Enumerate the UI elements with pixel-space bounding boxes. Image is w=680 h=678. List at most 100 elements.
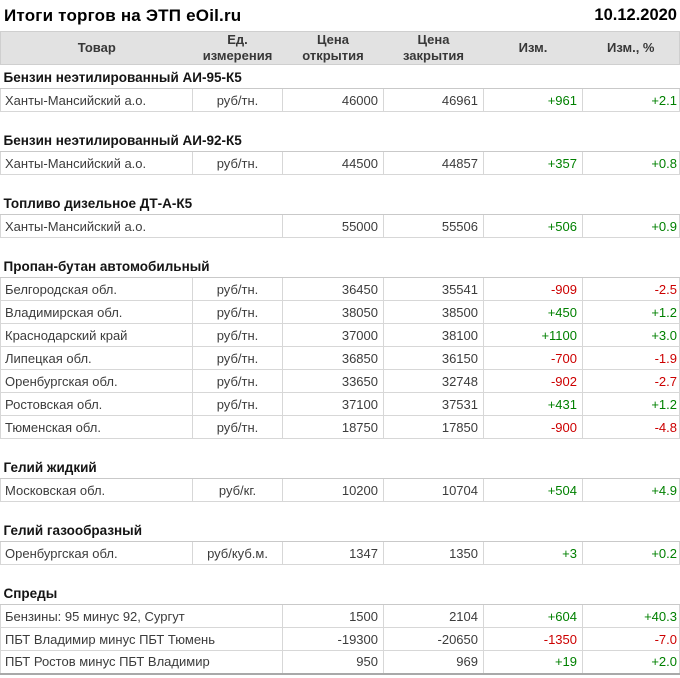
change-pct-cell: -2.5	[582, 277, 680, 301]
section-header-row: Топливо дизельное ДТ-А-К5	[0, 194, 680, 215]
change-cell: -700	[483, 346, 583, 370]
unit-cell: руб/куб.м.	[192, 541, 283, 565]
change-cell: -1350	[483, 627, 583, 651]
change-cell: -902	[483, 369, 583, 393]
open-price-cell: 37100	[282, 392, 384, 416]
open-price-cell: 36450	[282, 277, 384, 301]
close-price-cell: 44857	[383, 151, 484, 175]
change-pct-cell: +3.0	[582, 323, 680, 347]
change-pct-cell: +0.9	[582, 214, 680, 238]
close-price-cell: 10704	[383, 478, 484, 502]
section-title: Бензин неэтилированный АИ-92-К5	[0, 131, 680, 152]
change-pct-cell: +4.9	[582, 478, 680, 502]
col-header-close: Цена закрытия	[383, 31, 484, 65]
section-gap-cell	[1, 112, 680, 132]
unit-cell: руб/тн.	[192, 346, 283, 370]
section-gap	[1, 502, 680, 522]
table-row: Ханты-Мансийский а.о. руб/тн. 46000 46961 +9…	[0, 88, 680, 112]
close-price-cell: 46961	[383, 88, 484, 112]
close-price-cell: 37531	[383, 392, 484, 416]
col-header-change: Изм.	[483, 31, 583, 65]
table-header: Товар Ед. измерения Цена открытия Цена з…	[0, 31, 680, 65]
change-cell: +604	[483, 604, 583, 628]
change-cell: +3	[483, 541, 583, 565]
table-row: Бензины: 95 минус 92, Сургут 1500 2104 +604…	[0, 604, 680, 628]
change-pct-cell: +1.2	[582, 392, 680, 416]
product-region-cell: ПБТ Владимир минус ПБТ Тюмень	[0, 627, 283, 651]
close-price-cell: 969	[383, 650, 484, 675]
close-price-cell: 17850	[383, 415, 484, 439]
section-header-row: Гелий газообразный	[0, 521, 680, 542]
open-price-cell: 18750	[282, 415, 384, 439]
col-header-open: Цена открытия	[282, 31, 384, 65]
table-row: Оренбургская обл. руб/куб.м. 1347 1350 +3 +0.…	[0, 541, 680, 565]
close-price-cell: 2104	[383, 604, 484, 628]
col-header-product: Товар	[0, 31, 193, 65]
section-header-row: Пропан-бутан автомобильный	[0, 257, 680, 278]
close-price-cell: -20650	[383, 627, 484, 651]
product-region-cell: Ростовская обл.	[0, 392, 193, 416]
product-region-cell: Ханты-Мансийский а.о.	[0, 88, 193, 112]
section-header-row: Спреды	[0, 584, 680, 605]
section-gap-cell	[1, 565, 680, 585]
unit-cell: руб/тн.	[192, 88, 283, 112]
section-title: Пропан-бутан автомобильный	[0, 257, 680, 278]
close-price-cell: 35541	[383, 277, 484, 301]
change-pct-cell: -4.8	[582, 415, 680, 439]
open-price-cell: 55000	[282, 214, 384, 238]
close-price-cell: 36150	[383, 346, 484, 370]
section-gap-cell	[1, 175, 680, 195]
product-region-cell: Ханты-Мансийский а.о.	[0, 214, 283, 238]
table-row: ПБТ Владимир минус ПБТ Тюмень -19300 -2065…	[0, 627, 680, 651]
unit-cell: руб/тн.	[192, 300, 283, 324]
page-title: Итоги торгов на ЭТП eOil.ru	[4, 6, 242, 25]
section-gap	[1, 439, 680, 459]
section-gap	[1, 565, 680, 585]
table-row: Ростовская обл. руб/тн. 37100 37531 +431 +1.2	[0, 392, 680, 416]
unit-cell: руб/тн.	[192, 369, 283, 393]
unit-cell: руб/тн.	[192, 392, 283, 416]
change-pct-cell: +0.2	[582, 541, 680, 565]
change-cell: +961	[483, 88, 583, 112]
col-header-unit: Ед. измерения	[192, 31, 283, 65]
open-price-cell: 950	[282, 650, 384, 675]
results-table: Товар Ед. измерения Цена открытия Цена з…	[0, 31, 680, 675]
col-header-change-pct: Изм., %	[582, 31, 680, 65]
unit-cell: руб/тн.	[192, 415, 283, 439]
open-price-cell: -19300	[282, 627, 384, 651]
close-price-cell: 55506	[383, 214, 484, 238]
section-title: Гелий жидкий	[0, 458, 680, 479]
table-row: Ханты-Мансийский а.о. руб/тн. 44500 44857 +3…	[0, 151, 680, 175]
section-gap	[1, 175, 680, 195]
table-body: Бензин неэтилированный АИ-95-К5 Ханты-Ман…	[0, 65, 680, 675]
open-price-cell: 33650	[282, 369, 384, 393]
change-cell: -900	[483, 415, 583, 439]
table-row: Краснодарский край руб/тн. 37000 38100 +1100…	[0, 323, 680, 347]
open-price-cell: 44500	[282, 151, 384, 175]
change-cell: +357	[483, 151, 583, 175]
close-price-cell: 38500	[383, 300, 484, 324]
section-gap	[1, 238, 680, 258]
header-row: Товар Ед. измерения Цена открытия Цена з…	[0, 31, 680, 65]
change-cell: +450	[483, 300, 583, 324]
section-gap-cell	[1, 439, 680, 459]
change-cell: +506	[483, 214, 583, 238]
change-cell: +19	[483, 650, 583, 675]
product-region-cell: Краснодарский край	[0, 323, 193, 347]
product-region-cell: Ханты-Мансийский а.о.	[0, 151, 193, 175]
open-price-cell: 46000	[282, 88, 384, 112]
product-region-cell: Бензины: 95 минус 92, Сургут	[0, 604, 283, 628]
change-pct-cell: +2.1	[582, 88, 680, 112]
close-price-cell: 1350	[383, 541, 484, 565]
open-price-cell: 36850	[282, 346, 384, 370]
table-row: Тюменская обл. руб/тн. 18750 17850 -900 -4.8	[0, 415, 680, 439]
section-gap-cell	[1, 238, 680, 258]
change-pct-cell: +1.2	[582, 300, 680, 324]
change-cell: +1100	[483, 323, 583, 347]
section-gap-cell	[1, 502, 680, 522]
titlebar: Итоги торгов на ЭТП eOil.ru 10.12.2020	[0, 0, 680, 31]
close-price-cell: 32748	[383, 369, 484, 393]
product-region-cell: ПБТ Ростов минус ПБТ Владимир	[0, 650, 283, 675]
product-region-cell: Владимирская обл.	[0, 300, 193, 324]
table-row: ПБТ Ростов минус ПБТ Владимир 950 969 +19 +2…	[0, 650, 680, 675]
